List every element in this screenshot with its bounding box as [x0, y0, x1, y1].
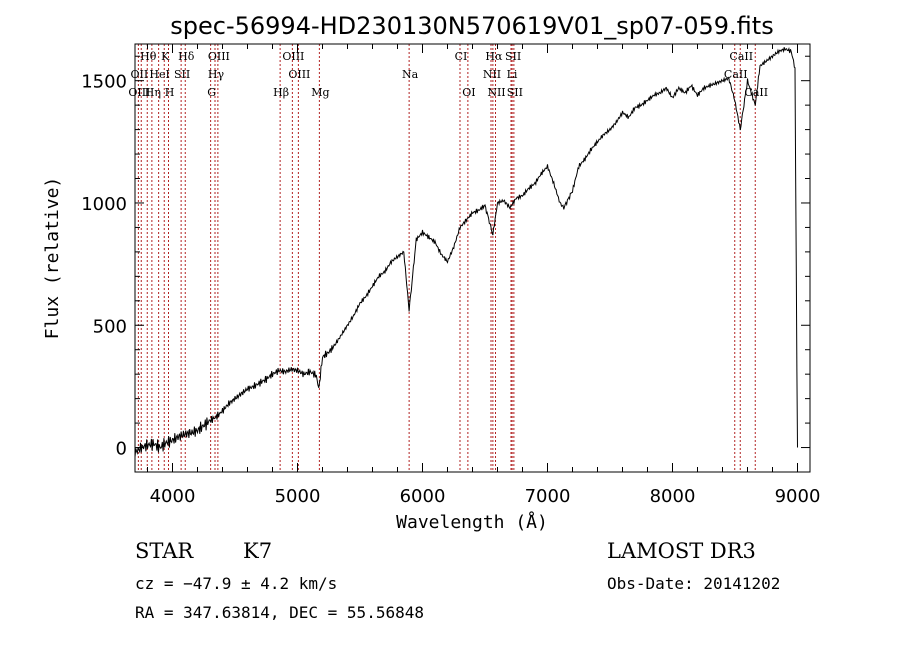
line-marker-label-15: Na — [402, 68, 419, 81]
observation-date: Obs-Date: 20141202 — [607, 574, 780, 593]
line-marker-label-8: Hα — [485, 50, 503, 63]
line-marker-label-26: SII — [507, 86, 523, 99]
line-marker-label-24: OI — [462, 86, 475, 99]
y-tick-label-3: 1500 — [81, 72, 127, 93]
line-marker-label-6: OIII — [282, 50, 304, 63]
line-marker-label-22: Hβ — [273, 86, 289, 99]
spectrum-line — [134, 46, 798, 458]
line-marker-label-4: Hδ — [178, 50, 195, 63]
x-tick-label-4: 8000 — [650, 486, 696, 507]
line-marker-label-21: G — [207, 86, 216, 99]
sky-coordinates: RA = 347.63814, DEC = 55.56848 — [135, 603, 424, 622]
x-tick-label-2: 6000 — [400, 486, 446, 507]
line-marker-label-20: H — [165, 86, 175, 99]
radial-velocity: cz = −47.9 ± 4.2 km/s — [135, 574, 337, 593]
line-marker-label-9: SII — [505, 50, 521, 63]
line-marker-label-19: Hη — [145, 86, 161, 99]
line-marker-group — [137, 44, 756, 472]
plot-frame — [134, 43, 811, 473]
line-marker-label-12: SII — [174, 68, 190, 81]
survey-name: LAMOST DR3 — [607, 539, 756, 563]
x-tick-label-0: 4000 — [150, 486, 196, 507]
x-axis: 4000 5000 6000 7000 8000 9000 — [147, 44, 821, 507]
line-marker-label-17: Li — [507, 68, 518, 81]
line-marker-label-11: HeI — [149, 68, 169, 81]
y-axis: 0 500 1000 1500 — [81, 55, 810, 473]
x-tick-label-1: 5000 — [275, 486, 321, 507]
chart-title: spec-56994-HD230130N570619V01_sp07-059.f… — [170, 12, 773, 40]
line-marker-label-5: OIII — [208, 50, 230, 63]
line-marker-label-18: CaII — [724, 68, 748, 81]
line-marker-label-23: Mg — [311, 86, 329, 99]
line-marker-label-10: CaII — [729, 50, 753, 63]
object-subclass: K7 — [243, 539, 272, 563]
object-class: STAR — [135, 539, 194, 563]
line-marker-label-14: OIII — [288, 68, 310, 81]
x-axis-label: Wavelength (Å) — [396, 511, 548, 533]
line-marker-label-7: CI — [455, 50, 468, 63]
y-tick-label-1: 500 — [93, 316, 127, 337]
line-marker-label-13: Hγ — [208, 68, 225, 81]
line-marker-label-25: NII — [487, 86, 505, 99]
x-tick-label-3: 7000 — [525, 486, 571, 507]
y-tick-label-2: 1000 — [81, 194, 127, 215]
line-marker-label-1: OII — [131, 68, 149, 81]
y-axis-label: Flux (relative) — [42, 177, 63, 340]
x-tick-label-5: 9000 — [775, 486, 821, 507]
line-marker-label-0: Hθ — [140, 50, 157, 63]
line-marker-label-3: K — [161, 50, 170, 63]
line-marker-label-2: OIII — [128, 86, 150, 99]
line-marker-label-16: NII — [483, 68, 501, 81]
y-tick-label-0: 0 — [116, 439, 127, 460]
